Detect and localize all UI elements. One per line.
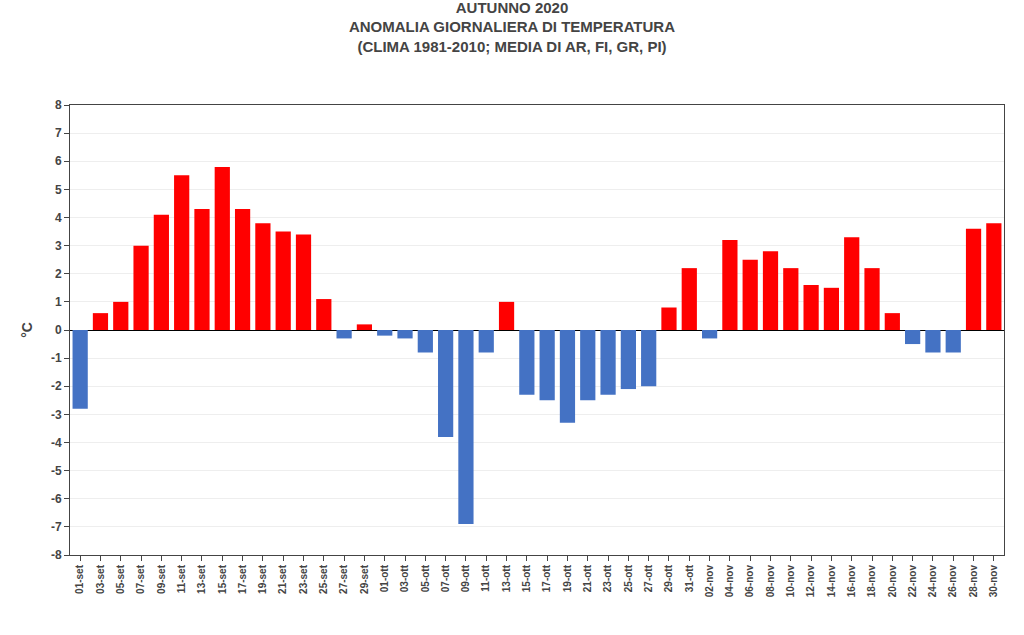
svg-text:02-nov: 02-nov (704, 565, 715, 598)
svg-text:-1: -1 (51, 351, 62, 365)
svg-text:27-set: 27-set (338, 564, 349, 594)
svg-text:03-set: 03-set (95, 564, 106, 594)
svg-text:19-set: 19-set (257, 564, 268, 594)
svg-text:24-nov: 24-nov (927, 565, 938, 598)
svg-text:4: 4 (55, 211, 62, 225)
svg-text:19-ott: 19-ott (562, 564, 573, 592)
svg-text:18-nov: 18-nov (866, 565, 877, 598)
svg-text:-3: -3 (51, 408, 62, 422)
svg-text:11-ott: 11-ott (480, 564, 491, 591)
svg-text:16-nov: 16-nov (846, 565, 857, 598)
svg-text:6: 6 (55, 154, 62, 168)
svg-text:AUTUNNO 2020ANOMALIA GIORNALIE: AUTUNNO 2020ANOMALIA GIORNALIERA DI TEMP… (349, 0, 675, 55)
svg-text:04-nov: 04-nov (724, 565, 735, 598)
svg-text:°C: °C (19, 322, 35, 338)
svg-text:09-set: 09-set (156, 564, 167, 594)
svg-text:8: 8 (55, 98, 62, 112)
svg-text:28-nov: 28-nov (968, 565, 979, 598)
svg-text:23-ott: 23-ott (602, 564, 613, 592)
svg-text:05-ott: 05-ott (420, 564, 431, 592)
svg-text:-6: -6 (51, 492, 62, 506)
svg-text:08-nov: 08-nov (765, 565, 776, 598)
svg-text:07-set: 07-set (135, 564, 146, 594)
svg-text:27-ott: 27-ott (643, 564, 654, 592)
svg-text:2: 2 (55, 267, 62, 281)
svg-text:25-ott: 25-ott (623, 564, 634, 592)
svg-text:21-ott: 21-ott (582, 564, 593, 592)
svg-text:07-ott: 07-ott (440, 564, 451, 592)
svg-text:12-nov: 12-nov (805, 565, 816, 598)
svg-text:7: 7 (55, 126, 62, 140)
svg-text:29-set: 29-set (359, 564, 370, 594)
svg-text:5: 5 (55, 183, 62, 197)
svg-text:15-set: 15-set (217, 564, 228, 594)
svg-text:30-nov: 30-nov (988, 565, 999, 598)
svg-text:01-ott: 01-ott (379, 564, 390, 592)
svg-text:17-ott: 17-ott (541, 564, 552, 592)
svg-text:13-set: 13-set (196, 564, 207, 594)
svg-text:17-set: 17-set (237, 564, 248, 594)
svg-text:31-ott: 31-ott (684, 564, 695, 592)
svg-text:06-nov: 06-nov (744, 565, 755, 598)
svg-text:-4: -4 (51, 436, 62, 450)
svg-text:22-nov: 22-nov (907, 565, 918, 598)
svg-text:09-ott: 09-ott (460, 564, 471, 592)
svg-text:1: 1 (55, 295, 62, 309)
svg-text:03-ott: 03-ott (399, 564, 410, 592)
svg-text:-8: -8 (51, 548, 62, 562)
svg-text:0: 0 (55, 323, 62, 337)
svg-text:26-nov: 26-nov (947, 565, 958, 598)
svg-text:15-ott: 15-ott (521, 564, 532, 592)
svg-text:11-set: 11-set (176, 564, 187, 593)
svg-text:23-set: 23-set (298, 564, 309, 594)
svg-text:21-set: 21-set (277, 564, 288, 594)
svg-text:-2: -2 (51, 379, 62, 393)
svg-text:25-set: 25-set (318, 564, 329, 594)
svg-text:01-set: 01-set (74, 564, 85, 594)
svg-text:20-nov: 20-nov (887, 565, 898, 598)
svg-text:3: 3 (55, 239, 62, 253)
svg-text:-7: -7 (51, 520, 62, 534)
svg-text:29-ott: 29-ott (663, 564, 674, 592)
svg-text:13-ott: 13-ott (501, 564, 512, 592)
svg-text:10-nov: 10-nov (785, 565, 796, 598)
svg-text:14-nov: 14-nov (826, 565, 837, 598)
svg-text:05-set: 05-set (115, 564, 126, 594)
svg-text:-5: -5 (51, 464, 62, 478)
